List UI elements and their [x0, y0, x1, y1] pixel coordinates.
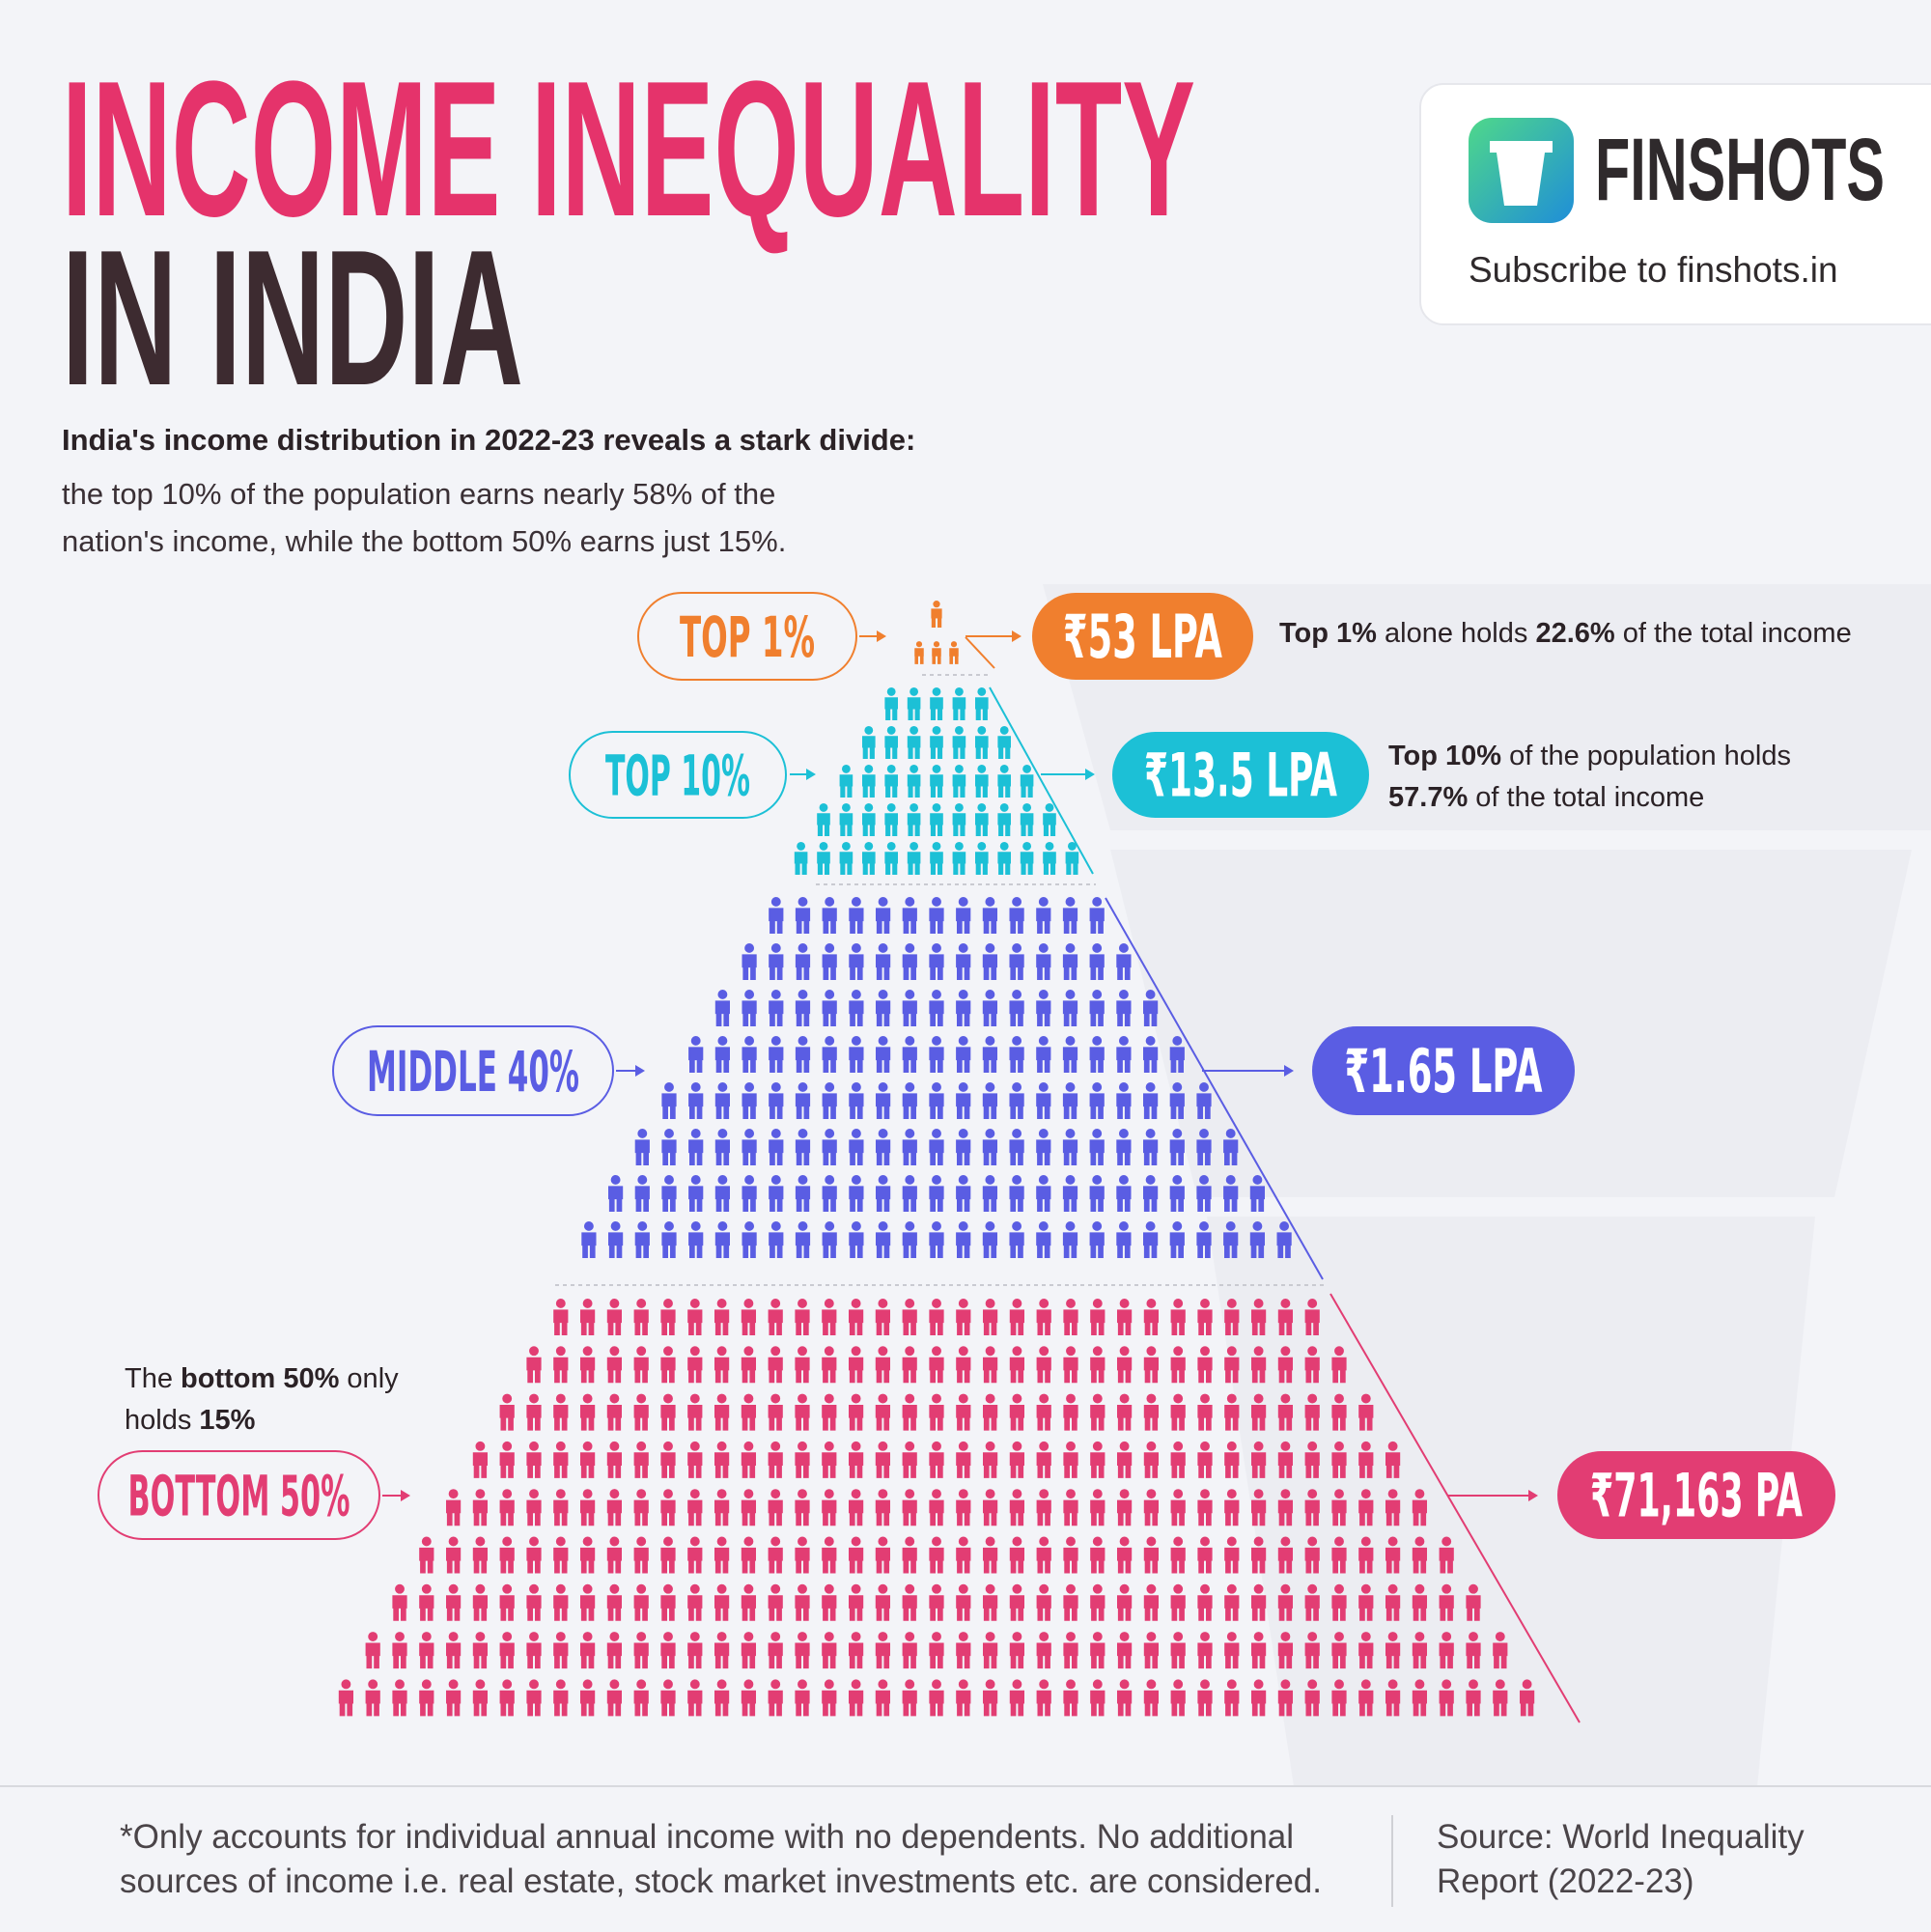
intro-bold: India's income distribution in 2022-23 r… — [62, 423, 916, 457]
income-pill — [1032, 593, 1253, 680]
note-text: of the total income — [1468, 782, 1705, 813]
brand-tagline: Subscribe to finshots.in — [1469, 250, 1838, 290]
tier-note: Top 1% alone holds 22.6% of the total in… — [1279, 618, 1917, 650]
note-text: of the population holds — [1501, 741, 1800, 771]
income-value: ₹53 LPA — [1063, 602, 1222, 672]
tier-label: TOP 10% — [605, 743, 750, 809]
arrow-head — [806, 769, 816, 780]
disclaimer: *Only accounts for individual annual inc… — [120, 1818, 1322, 1900]
bottom-note: The bottom 50% only holds 15% — [125, 1358, 414, 1442]
pyramid-edge — [1105, 897, 1324, 1280]
arrow-head — [401, 1490, 410, 1501]
people-icons — [338, 1298, 1535, 1717]
arrow-head — [1012, 630, 1021, 642]
income-pill — [1312, 1026, 1575, 1115]
tier-label-pill — [637, 592, 857, 681]
income-pill — [1557, 1451, 1835, 1539]
arrow-head — [1528, 1490, 1538, 1501]
note-bold: Top 1% — [1279, 618, 1377, 649]
income-pill — [1112, 732, 1369, 818]
arrow-head — [877, 630, 886, 642]
tier-note: Top 10% of the population holds 57.7% of… — [1388, 736, 1833, 819]
pyramid-edge — [1329, 1293, 1581, 1723]
pyramid: TOP 1% ₹53 LPA TOP 10% ₹13.5 LPA MIDDLE 40% ₹… — [98, 592, 1835, 1723]
people-icons — [794, 687, 1079, 875]
income-value: ₹13.5 LPA — [1144, 741, 1337, 811]
tier-label: BOTTOM 50% — [128, 1464, 350, 1529]
tier-label-pill — [98, 1450, 380, 1540]
note-text: only holds — [125, 1363, 406, 1436]
arrow-head — [1085, 769, 1095, 780]
note-bold: Top 10% — [1388, 741, 1502, 771]
watermark — [1110, 850, 1912, 1197]
pyramid-edge — [989, 686, 1094, 875]
arrow-head — [1284, 1065, 1294, 1077]
note-text: of the total income — [1614, 618, 1852, 649]
note-text: alone holds — [1376, 618, 1536, 649]
title-line: INCOME INEQUALITY — [62, 42, 1195, 257]
note-bold: 22.6% — [1535, 618, 1615, 649]
note-text: The — [125, 1363, 182, 1394]
note-bold: 15% — [199, 1405, 256, 1436]
intro: the top 10% of the population earns near… — [62, 477, 787, 558]
source: Source: World Inequality Report (2022-23… — [1437, 1818, 1814, 1900]
tier-label-pill — [332, 1025, 614, 1116]
note-bold: bottom 50% — [181, 1363, 340, 1394]
income-value: ₹71,163 PA — [1590, 1461, 1803, 1531]
pyramid-edge — [965, 636, 995, 669]
note-bold: 57.7% — [1388, 782, 1469, 813]
brand-logo-cup — [1490, 141, 1553, 206]
people-icons — [914, 601, 959, 664]
arrow-head — [635, 1065, 645, 1077]
tier-label-pill — [569, 731, 787, 819]
income-value: ₹1.65 LPA — [1345, 1036, 1543, 1106]
tier-label: TOP 1% — [680, 604, 815, 670]
title-line: IN INDIA — [62, 210, 523, 426]
tier-label: MIDDLE 40% — [367, 1039, 579, 1105]
brand-name: FINSHOTS — [1595, 121, 1885, 219]
